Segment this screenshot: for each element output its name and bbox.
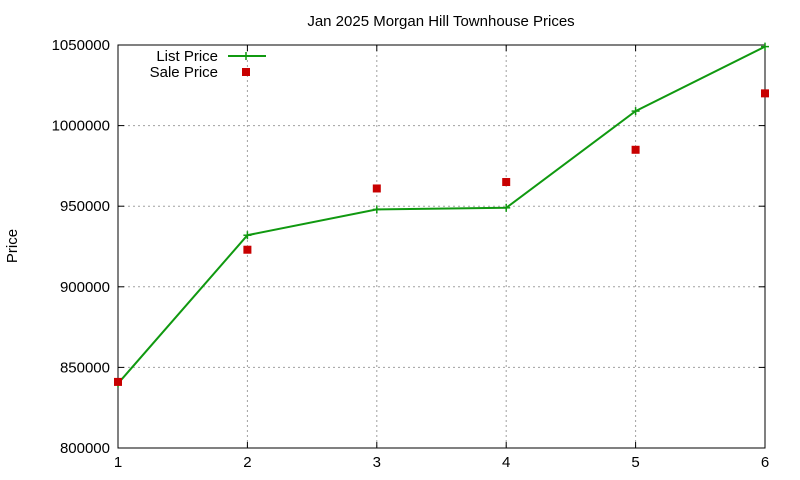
list-price-point (372, 205, 381, 214)
y-tick-label: 1050000 (52, 37, 110, 54)
x-tick-label: 5 (631, 454, 639, 471)
sale-price-point (243, 245, 252, 254)
list-price-point (243, 231, 252, 240)
axis-ticks: 1 2 3 4 5 6 800000 850000 900000 950000 1000000 105… (52, 37, 770, 471)
list-price-point (761, 42, 769, 51)
y-tick-label: 1000000 (52, 118, 110, 135)
x-tick-label: 4 (502, 454, 510, 471)
legend-label-sale-price: Sale Price (150, 64, 218, 81)
sale-price-point (502, 178, 511, 187)
sale-price-point (631, 145, 640, 154)
series (114, 42, 769, 388)
y-tick-label: 800000 (60, 440, 110, 457)
y-tick-label: 850000 (60, 359, 110, 376)
sale-price-point (114, 377, 122, 386)
chart-title: Jan 2025 Morgan Hill Townhouse Prices (307, 13, 574, 30)
y-axis-label: Price (4, 229, 21, 263)
legend-marker-sale-price (242, 68, 250, 76)
x-tick-label: 6 (761, 454, 769, 471)
y-tick-label: 950000 (60, 198, 110, 215)
y-tick-label: 900000 (60, 279, 110, 296)
list-price-point (502, 203, 511, 212)
grid (118, 45, 765, 448)
x-tick-label: 2 (243, 454, 251, 471)
list-price-line (117, 45, 766, 385)
x-tick-label: 1 (114, 454, 122, 471)
sale-price-point (761, 89, 769, 98)
plot-frame (117, 44, 766, 449)
legend-marker-list-price (242, 52, 250, 60)
legend-label-list-price: List Price (156, 48, 218, 65)
list-price-point (631, 107, 640, 116)
sale-price-point (372, 184, 381, 193)
x-tick-label: 3 (373, 454, 381, 471)
